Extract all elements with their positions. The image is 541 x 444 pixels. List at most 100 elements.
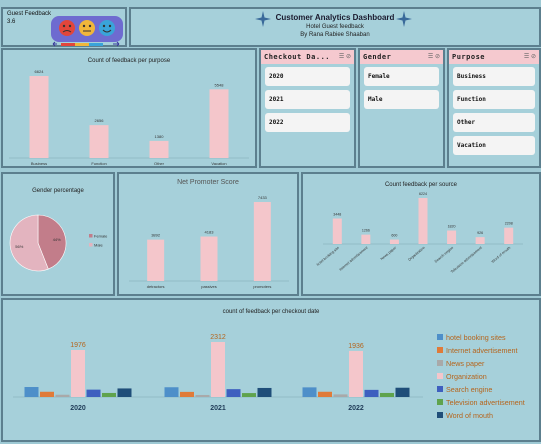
nps-chart-title: Net Promoter Score bbox=[177, 179, 239, 186]
bar-2022-hotel-booking-sites bbox=[302, 387, 317, 397]
bar-news-paper bbox=[389, 239, 399, 244]
multi-select-clear-filter-icon[interactable]: ☰ ⊘ bbox=[338, 54, 351, 60]
source-chart-panel: Count feedback per source 3448 hotel book… bbox=[301, 172, 541, 296]
pie-slice-male bbox=[9, 214, 49, 272]
pie-slice-female bbox=[37, 214, 67, 270]
bar-television-advertisement bbox=[475, 237, 485, 244]
nps-chart: 3892 detractors 4183 passives 7433 promoters bbox=[129, 195, 289, 289]
source-chart-title: Count feedback per source bbox=[384, 182, 458, 188]
bar-promoters bbox=[253, 202, 271, 281]
checkout-chart-title: count of feedback per checkout date bbox=[222, 309, 320, 315]
dashboard-subtitle: Hotel Guest feedback bbox=[306, 24, 364, 30]
data-label: 7433 bbox=[258, 195, 268, 200]
data-label: 1936 bbox=[348, 343, 364, 350]
legend-label: Internet advertisement bbox=[446, 346, 518, 355]
bar-2020-organization bbox=[71, 349, 85, 397]
bar-2020-hotel-booking-sites bbox=[24, 387, 39, 397]
tick-label: passives bbox=[201, 284, 217, 289]
purpose-chart: 6624 Business 2656 Function 1380 Other 5548 Vac… bbox=[9, 69, 249, 166]
bar-hotel-booking-site bbox=[332, 218, 342, 244]
legend-label: Organization bbox=[446, 372, 487, 381]
gender-chart-panel: Gender percentage 44% 56% Female Male bbox=[1, 172, 115, 296]
purpose-chart-panel: Count of feedback per purpose 6624 Busine… bbox=[1, 48, 257, 168]
checkout-chart-panel: count of feedback per checkout date 1976… bbox=[1, 298, 541, 442]
bar-2021-word-of-mouth bbox=[257, 387, 272, 397]
legend-swatch bbox=[437, 347, 443, 353]
source-chart: 3448 hotel booking site 1266 Internet adver… bbox=[316, 192, 523, 274]
legend-label: Search engine bbox=[446, 385, 492, 394]
tick-label: Function bbox=[91, 161, 106, 166]
purpose-slicer-title: Purpose bbox=[452, 53, 486, 61]
bar-2021-hotel-booking-sites bbox=[164, 387, 179, 397]
data-label: 6224 bbox=[419, 192, 427, 196]
data-label: 5548 bbox=[215, 82, 225, 87]
data-label: 3448 bbox=[333, 213, 341, 217]
legend-swatch bbox=[437, 334, 443, 340]
bar-vacation bbox=[209, 89, 229, 158]
multi-select-clear-filter-icon[interactable]: ☰ ⊘ bbox=[523, 54, 536, 60]
slicer-item-female[interactable]: Female bbox=[364, 67, 439, 86]
purpose-slicer[interactable]: Purpose ☰ ⊘ Business Function Other Vaca… bbox=[447, 48, 541, 168]
tick-label: hotel booking site bbox=[316, 246, 340, 267]
slicer-item-male[interactable]: Male bbox=[364, 90, 439, 109]
slicer-item-business[interactable]: Business bbox=[453, 67, 535, 86]
slicer-item-2022[interactable]: 2022 bbox=[265, 113, 350, 132]
gender-slicer[interactable]: Gender ☰ ⊘ Female Male bbox=[358, 48, 445, 168]
slicer-item-2020[interactable]: 2020 bbox=[265, 67, 350, 86]
bar-2021-news-paper bbox=[195, 394, 210, 397]
feedback-faces-icon bbox=[51, 16, 123, 47]
badge-title: Guest Feedback bbox=[7, 11, 52, 17]
tick-label: 2020 bbox=[70, 405, 86, 412]
checkout-chart: 1976 2020 2312 2021 1936 2022 hotel booking si… bbox=[13, 333, 525, 420]
nps-chart-panel: Net Promoter Score 3892 detractors 4183 pas… bbox=[117, 172, 299, 296]
slicer-item-function[interactable]: Function bbox=[453, 90, 535, 109]
bar-2021-organization bbox=[211, 342, 225, 397]
bar-passives bbox=[200, 236, 218, 281]
legend-swatch bbox=[437, 399, 443, 405]
gender-pie-chart: 44% 56% Female Male bbox=[9, 214, 108, 272]
dashboard-author: By Rana Rabiee Shaaban bbox=[300, 32, 370, 38]
bar-2021-search-engine bbox=[226, 389, 241, 397]
data-label: 2656 bbox=[95, 118, 105, 123]
data-label: 2312 bbox=[210, 334, 226, 341]
data-label: 2208 bbox=[505, 222, 513, 226]
slicer-item-other[interactable]: Other bbox=[453, 113, 535, 132]
bar-2022-organization bbox=[349, 350, 363, 397]
data-label: 926 bbox=[477, 231, 483, 235]
slicer-item-2021[interactable]: 2021 bbox=[265, 90, 350, 109]
slicer-item-vacation[interactable]: Vacation bbox=[453, 136, 535, 155]
bar-2020-search-engine bbox=[86, 389, 101, 397]
bar-organization bbox=[418, 198, 428, 244]
tick-label: Search engine bbox=[434, 246, 454, 264]
data-label: 600 bbox=[391, 234, 397, 238]
multi-select-clear-filter-icon[interactable]: ☰ ⊘ bbox=[427, 54, 440, 60]
tick-label: Vacation bbox=[211, 161, 226, 166]
bar-search-engine bbox=[447, 230, 457, 244]
tick-label: detractors bbox=[147, 284, 165, 289]
bar-2022-internet-advertisement bbox=[318, 391, 332, 397]
gender-slicer-title: Gender bbox=[363, 53, 392, 61]
bar-other bbox=[149, 140, 169, 158]
tick-label: Internet advertisement bbox=[339, 246, 369, 272]
sparkle-icon-right bbox=[396, 11, 412, 27]
bar-2021-television-advertisement bbox=[242, 393, 256, 397]
data-label: 3892 bbox=[151, 233, 161, 238]
legend-label: News paper bbox=[446, 359, 485, 368]
legend-swatch bbox=[437, 373, 443, 379]
legend-swatch bbox=[437, 412, 443, 418]
data-label: 1380 bbox=[155, 134, 165, 139]
badge-value: 3.6 bbox=[7, 19, 16, 25]
data-label: 1976 bbox=[70, 342, 86, 349]
legend-swatch bbox=[437, 386, 443, 392]
tick-label: Television advertisement bbox=[450, 246, 483, 274]
purpose-chart-title: Count of feedback per purpose bbox=[87, 58, 171, 64]
legend-label: Television advertisement bbox=[446, 398, 525, 407]
legend-swatch bbox=[89, 234, 93, 238]
bar-2022-search-engine bbox=[364, 389, 379, 397]
bar-business bbox=[29, 76, 49, 158]
checkout-date-slicer[interactable]: Checkout Da... ☰ ⊘ 2020 2021 2022 bbox=[259, 48, 356, 168]
bar-2022-news-paper bbox=[333, 394, 348, 397]
bar-2022-word-of-mouth bbox=[395, 387, 410, 397]
data-label: 4183 bbox=[205, 230, 215, 235]
bar-word-of-mouth bbox=[504, 227, 514, 244]
